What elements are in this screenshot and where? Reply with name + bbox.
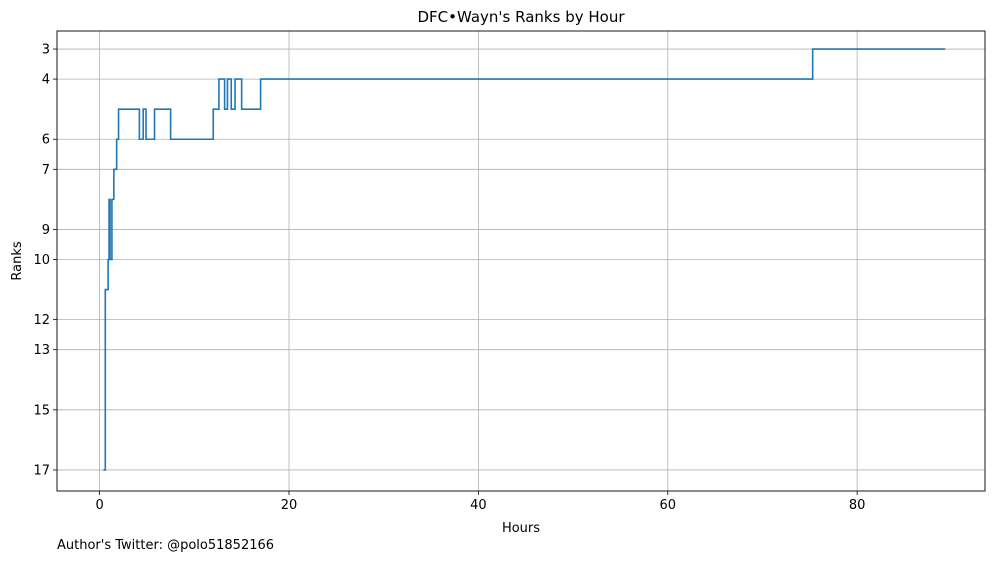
rank-series-line: [103, 48, 946, 471]
y-tick-label: 6: [42, 133, 50, 148]
x-tick-label: 80: [849, 498, 866, 513]
author-credit: Author's Twitter: @polo51852166: [57, 538, 275, 553]
plot-frame: [56, 30, 986, 492]
chart-title: DFC•Wayn's Ranks by Hour: [417, 8, 625, 26]
y-tick-label: 7: [42, 163, 50, 178]
y-axis-label: Ranks: [10, 241, 25, 280]
y-ticks: 3 4 6 7 9 10 12 13 15 17: [33, 43, 57, 478]
x-tick-label: 20: [281, 498, 298, 513]
y-tick-label: 4: [42, 73, 50, 88]
y-tick-label: 3: [42, 43, 50, 58]
y-tick-label: 13: [33, 343, 50, 358]
x-tick-label: 0: [95, 498, 103, 513]
y-tick-label: 10: [33, 253, 50, 268]
x-axis-label: Hours: [502, 521, 540, 536]
y-tick-label: 17: [33, 463, 50, 478]
x-ticks: 0 20 40 60 80: [95, 491, 865, 513]
y-tick-label: 9: [42, 223, 50, 238]
grid-lines: [57, 31, 985, 491]
plot-area: [57, 31, 985, 491]
x-tick-label: 40: [470, 498, 487, 513]
y-tick-label: 12: [33, 313, 50, 328]
y-tick-label: 15: [33, 403, 50, 418]
x-tick-label: 60: [660, 498, 677, 513]
